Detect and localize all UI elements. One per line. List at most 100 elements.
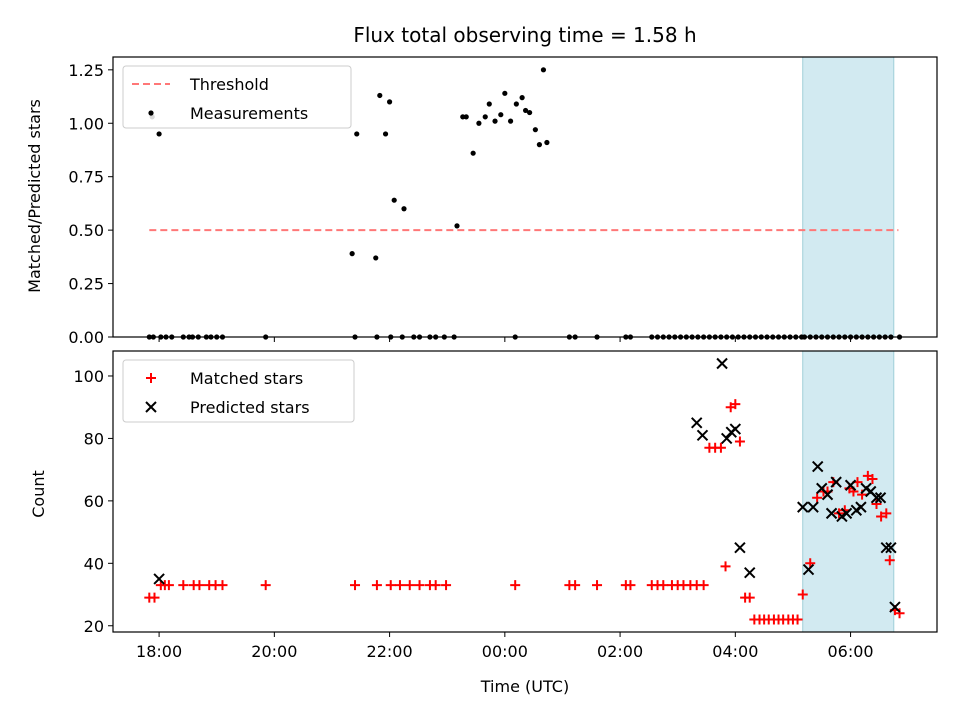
chart-title: Flux total observing time = 1.58 h	[353, 23, 696, 47]
observing-window-shade	[802, 56, 895, 338]
measurement-point	[540, 67, 547, 73]
legend-box	[122, 359, 355, 423]
matched-star-point	[720, 561, 731, 572]
matched-star-point	[430, 580, 441, 591]
measurement-point	[156, 131, 162, 137]
y-tick-label: 0.00	[68, 328, 104, 347]
matched-star-point	[744, 592, 755, 603]
plot-layer: 0.00 0.25 0.50 0.75 1.00 1.25 Threshold Measure…	[68, 56, 938, 661]
predicted-star-point	[874, 492, 887, 504]
legend: Matched stars Predicted stars	[122, 359, 355, 423]
matched-star-point	[730, 399, 741, 410]
matched-star-point	[510, 580, 521, 591]
matched-star-point	[441, 580, 452, 591]
y-tick-label: 100	[73, 367, 104, 386]
measurement-point	[476, 120, 482, 126]
plot-frame	[112, 350, 938, 633]
matched-star-point	[792, 614, 803, 625]
predicted-star-point	[855, 501, 867, 513]
predicted-star-point	[880, 541, 892, 554]
y-tick-label: 0.50	[68, 221, 104, 240]
predicted-star-point	[889, 601, 901, 613]
x-tick-label: 20:00	[251, 642, 297, 661]
y-tick-label: 80	[84, 429, 104, 448]
predicted-star-point	[840, 507, 853, 520]
measurement-point	[527, 109, 533, 116]
matched-star-point	[881, 508, 892, 519]
measurement-point	[522, 107, 529, 114]
matched-star-point	[385, 580, 396, 591]
matched-star-point	[260, 580, 271, 591]
measurement-point	[507, 118, 514, 124]
legend-box	[122, 65, 352, 129]
x-tick-label: 18:00	[136, 642, 182, 661]
matched-star-point	[625, 580, 636, 591]
measurement-point	[513, 101, 519, 107]
matched-star-point	[414, 580, 425, 591]
predicted-star-point	[821, 488, 834, 501]
y-tick-label: 1.25	[68, 61, 104, 80]
predicted-star-point	[696, 429, 709, 442]
predicted-star-point	[153, 573, 165, 585]
legend-label: Threshold	[189, 75, 269, 94]
predicted-star-point	[870, 492, 883, 504]
x-tick-label: 22:00	[367, 642, 413, 661]
matched-star-point	[894, 608, 905, 619]
plot-frame	[112, 56, 938, 338]
predicted-star-point	[734, 541, 746, 554]
measurement-point	[532, 127, 538, 133]
matched-star-point	[194, 580, 205, 591]
matched-star-point	[217, 580, 228, 591]
matched-star-point	[698, 580, 709, 591]
predicted-star-point	[812, 460, 824, 473]
matched-star-point	[592, 580, 603, 591]
matched-star-point	[163, 580, 174, 591]
predicted-star-point	[844, 479, 857, 491]
y-tick-label: 0.75	[68, 168, 104, 187]
y-tick-label: 40	[84, 554, 104, 573]
measurement-point	[354, 131, 360, 137]
matched-star-point	[178, 580, 189, 591]
matched-star-point	[371, 580, 382, 591]
legend-label: Measurements	[190, 104, 308, 123]
measurement-point	[463, 114, 469, 120]
panel-ratio: 0.00 0.25 0.50 0.75 1.00 1.25 Threshold Measure…	[68, 56, 938, 347]
measurement-point	[486, 101, 492, 107]
measurement-point	[454, 223, 460, 229]
predicted-star-point	[716, 357, 728, 370]
legend-label: Predicted stars	[190, 398, 310, 417]
matched-star-point	[867, 474, 878, 485]
measurement-point	[401, 206, 407, 212]
x-tick-label: 02:00	[597, 642, 643, 661]
y-tick-label: 60	[84, 492, 104, 511]
measurement-point	[373, 255, 379, 261]
predicted-star-point	[830, 476, 842, 488]
predicted-star-point	[691, 417, 703, 429]
measurement-point	[386, 99, 393, 105]
panel-count: 20 40 60 80 100 18:00 20:00 22:00 00:00 02:00 04:0…	[73, 350, 938, 661]
measurement-point	[349, 251, 355, 257]
matched-star-point	[394, 580, 405, 591]
matched-star-point	[715, 442, 726, 453]
matched-star-point	[350, 580, 361, 591]
legend: Threshold Measurements	[122, 65, 352, 129]
matched-star-point	[884, 555, 895, 566]
matched-star-point	[812, 492, 823, 503]
measurement-point	[391, 197, 397, 203]
y-tick-label: 20	[84, 617, 104, 636]
predicted-star-point	[797, 501, 809, 513]
legend-predicted-swatch	[145, 401, 157, 413]
predicted-star-point	[807, 501, 819, 513]
matched-star-point	[876, 511, 887, 522]
measurement-point	[519, 95, 525, 101]
legend-matched-swatch	[146, 373, 156, 383]
matched-star-point	[797, 589, 808, 600]
measurement-point	[498, 112, 504, 118]
x-tick-label: 04:00	[712, 642, 758, 661]
x-tick-label: 00:00	[482, 642, 528, 661]
legend-label: Matched stars	[190, 369, 303, 388]
measurement-point	[502, 90, 508, 96]
predicted-star-point	[825, 507, 838, 520]
measurement-point	[492, 118, 498, 124]
